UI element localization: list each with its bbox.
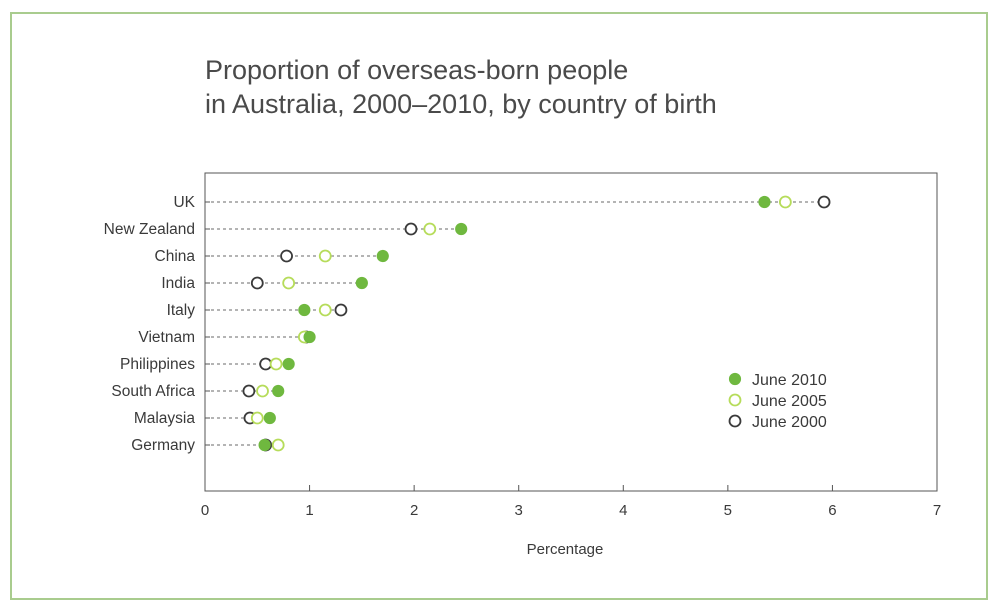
data-point [250, 276, 264, 290]
x-tick-label: 7 [933, 502, 941, 519]
chart-title-line-1: Proportion of overseas-born people [205, 55, 628, 85]
data-point [282, 357, 295, 371]
x-tick-label: 0 [201, 502, 209, 519]
data-point [318, 249, 332, 263]
plot-area [204, 172, 938, 492]
category-label: UK [173, 194, 195, 211]
data-point [298, 303, 311, 317]
data-point [258, 438, 271, 452]
x-axis: 0 1 2 3 4 5 6 7 [201, 485, 941, 519]
category-label: India [161, 275, 195, 292]
x-tick-label: 5 [724, 502, 732, 519]
data-point [280, 249, 293, 263]
x-tick-label: 1 [305, 502, 313, 519]
data-point [355, 276, 368, 290]
legend-label: June 2000 [752, 414, 827, 431]
category-labels: UK New Zealand China India Italy Vietnam Phili… [104, 194, 210, 454]
data-point [269, 357, 283, 371]
chart: Proportion of overseas-born people in Au… [104, 55, 942, 558]
data-point [778, 195, 792, 209]
legend-label: June 2005 [752, 393, 827, 410]
data-point [376, 249, 389, 263]
data-point [272, 384, 285, 398]
legend-marker [728, 393, 742, 407]
x-tick-label: 2 [410, 502, 418, 519]
data-point [256, 384, 269, 398]
guide-lines [205, 201, 825, 446]
data-point [423, 222, 437, 236]
legend-marker [728, 372, 742, 386]
data-point [318, 303, 332, 317]
category-label: South Africa [111, 383, 195, 400]
data-points [242, 195, 831, 452]
data-point [263, 411, 276, 425]
x-tick-label: 3 [515, 502, 523, 519]
category-label: Malaysia [134, 410, 196, 427]
legend: June 2010 June 2005 June 2000 [728, 372, 827, 431]
category-label: China [155, 248, 196, 265]
x-axis-title: Percentage [527, 541, 604, 558]
category-label: Italy [167, 302, 196, 319]
chart-title-line-2: in Australia, 2000–2010, by country of b… [205, 89, 717, 119]
data-point [282, 276, 296, 290]
data-point [455, 222, 468, 236]
data-point [758, 195, 771, 209]
data-point [404, 222, 418, 236]
chart-frame: Proportion of overseas-born people in Au… [10, 12, 988, 600]
data-point [303, 330, 316, 344]
data-point [271, 438, 285, 452]
data-point [242, 384, 256, 398]
category-label: Philippines [120, 356, 195, 373]
x-tick-label: 4 [619, 502, 627, 519]
x-tick-label: 6 [828, 502, 836, 519]
legend-marker [728, 414, 742, 428]
data-point [334, 303, 348, 317]
data-point [259, 357, 273, 371]
legend-label: June 2010 [752, 372, 827, 389]
category-label: Vietnam [138, 329, 195, 346]
data-point [250, 411, 264, 425]
category-label: Germany [131, 437, 195, 454]
category-label: New Zealand [104, 221, 195, 238]
data-point [817, 195, 831, 209]
